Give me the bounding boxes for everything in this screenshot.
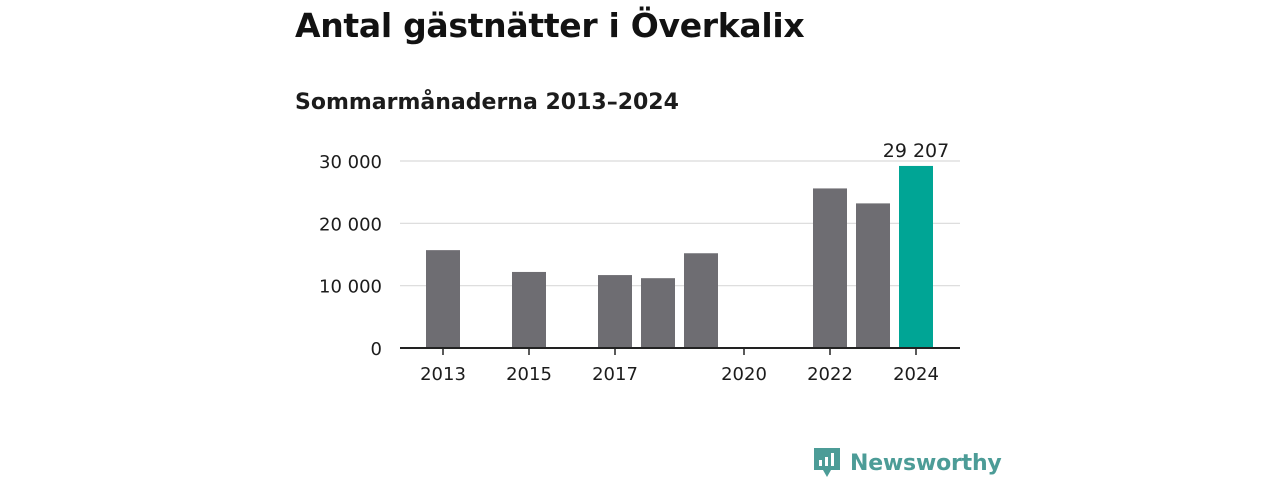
x-tick-label: 2020 — [721, 364, 767, 385]
x-tick-label: 2022 — [807, 364, 853, 385]
bar-chart: 0 10 000 20 000 30 000 29 207 2013 2015 2017 202… — [319, 140, 960, 385]
bar-2024 — [899, 165, 933, 348]
bars — [426, 165, 933, 348]
labels: 0 10 000 20 000 30 000 29 207 2013 2015 2017 202… — [319, 140, 949, 385]
y-tick-label: 10 000 — [319, 277, 382, 298]
newsworthy-brand: Newsworthy — [814, 446, 1002, 480]
brand-name: Newsworthy — [850, 450, 1002, 476]
chart-title: Antal gästnätter i Överkalix — [295, 6, 805, 45]
newsworthy-logo-icon — [814, 448, 840, 477]
y-tick-label: 20 000 — [319, 214, 382, 235]
bar-2018 — [641, 278, 675, 348]
bar-2023 — [856, 203, 890, 348]
bar-2019 — [684, 253, 718, 348]
x-tick-label: 2017 — [592, 364, 638, 385]
chart-subtitle: Sommarmånaderna 2013–2024 — [295, 90, 679, 115]
bar-2022 — [813, 188, 847, 348]
y-tick-label: 30 000 — [319, 152, 382, 173]
bar-2015 — [512, 271, 546, 348]
axes — [400, 347, 960, 355]
y-tick-label: 0 — [371, 339, 382, 360]
x-tick-label: 2024 — [893, 364, 939, 385]
x-tick-label: 2015 — [506, 364, 552, 385]
bar-2017 — [598, 275, 632, 348]
x-tick-label: 2013 — [420, 364, 466, 385]
bar-2013 — [426, 250, 460, 348]
data-label-2024: 29 207 — [883, 140, 949, 162]
